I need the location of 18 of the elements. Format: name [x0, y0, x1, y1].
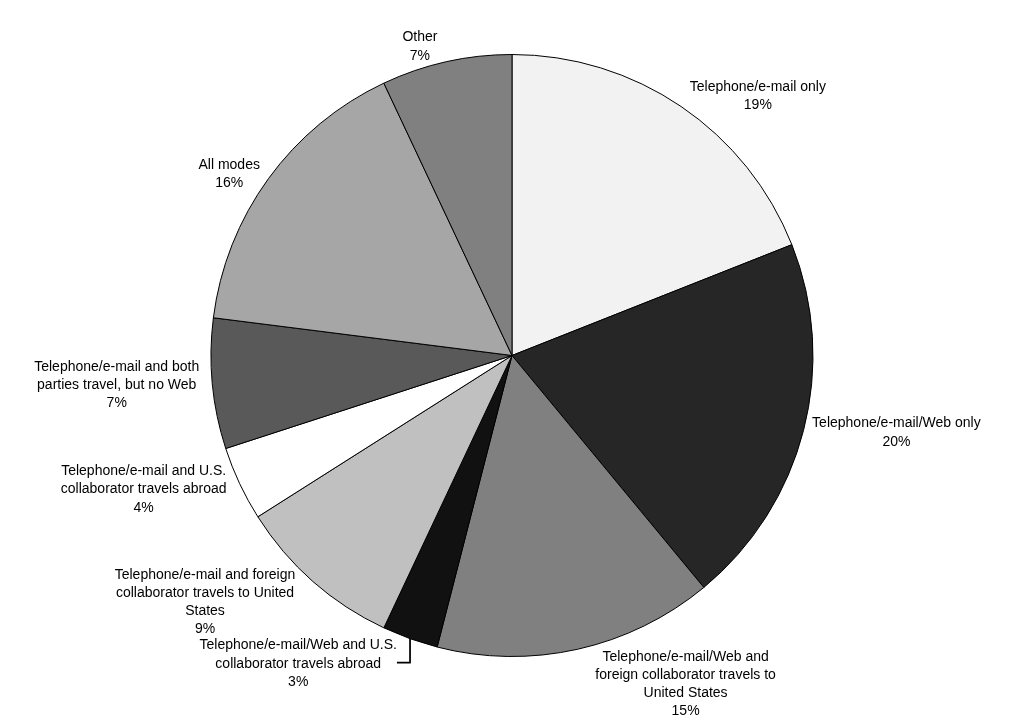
- data-label: 20%: [882, 432, 911, 449]
- data-label: 15%: [671, 702, 700, 719]
- slice-label: All modes: [198, 155, 260, 172]
- slice-label: Telephone/e-mail only: [689, 77, 826, 94]
- data-label: 19%: [743, 95, 772, 112]
- slice-label: Telephone/e-mail/Web only: [812, 414, 981, 431]
- slice-label: Telephone/e-mail/Web and U.S. collaborator travels abroad: [199, 636, 397, 671]
- slice-label: Telephone/e-mail and foreign collaborator travels to United States: [114, 565, 296, 619]
- slice-label: Telephone/e-mail and both parties travel, but no Web: [34, 357, 200, 393]
- data-label: 16%: [215, 173, 244, 190]
- data-label: 3%: [288, 672, 309, 689]
- data-label: 7%: [106, 394, 127, 411]
- data-label: 7%: [409, 46, 431, 63]
- slice-label: Telephone/e-mail/Web and foreign collaborator travels to United States: [595, 647, 777, 700]
- data-label: 9%: [194, 620, 216, 637]
- slice-label: Other: [402, 28, 438, 45]
- slice-label: Telephone/e-mail and U.S. collaborator travels abroad: [60, 462, 227, 497]
- data-label: 4%: [133, 498, 154, 515]
